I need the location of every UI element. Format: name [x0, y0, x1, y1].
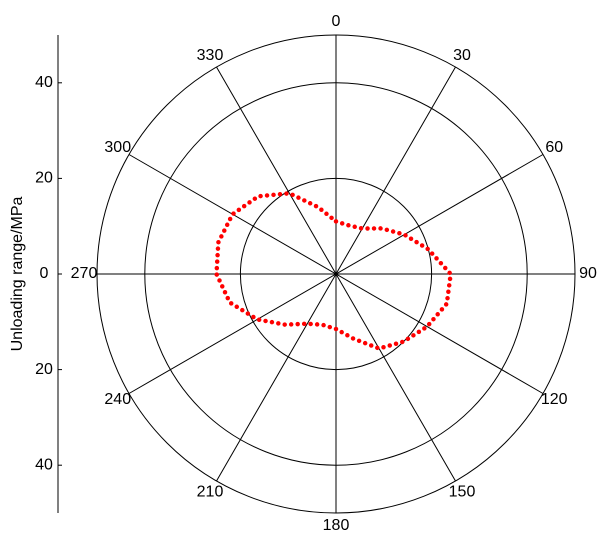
y-tick-label: 20 [35, 170, 53, 187]
spoke [216, 66, 456, 482]
theta-tick-label: 300 [104, 139, 131, 156]
theta-tick-label: 270 [71, 265, 98, 282]
y-tick-label: 20 [35, 361, 53, 378]
theta-tick-label: 150 [449, 483, 476, 500]
theta-tick-label: 120 [541, 391, 568, 408]
y-tick-label: 0 [40, 265, 49, 282]
data-line [214, 191, 454, 351]
y-tick-label: 40 [35, 74, 53, 91]
y-axis-label: Unloading range/MPa [9, 197, 26, 352]
y-tick-label: 40 [35, 456, 53, 473]
theta-tick-label: 180 [323, 517, 350, 534]
theta-tick-label: 60 [545, 139, 563, 156]
theta-tick-label: 30 [453, 47, 471, 64]
theta-tick-label: 0 [332, 13, 341, 30]
theta-tick-label: 330 [197, 47, 224, 64]
theta-tick-label: 90 [579, 265, 597, 282]
theta-tick-label: 210 [197, 483, 224, 500]
theta-tick-label: 240 [104, 391, 131, 408]
